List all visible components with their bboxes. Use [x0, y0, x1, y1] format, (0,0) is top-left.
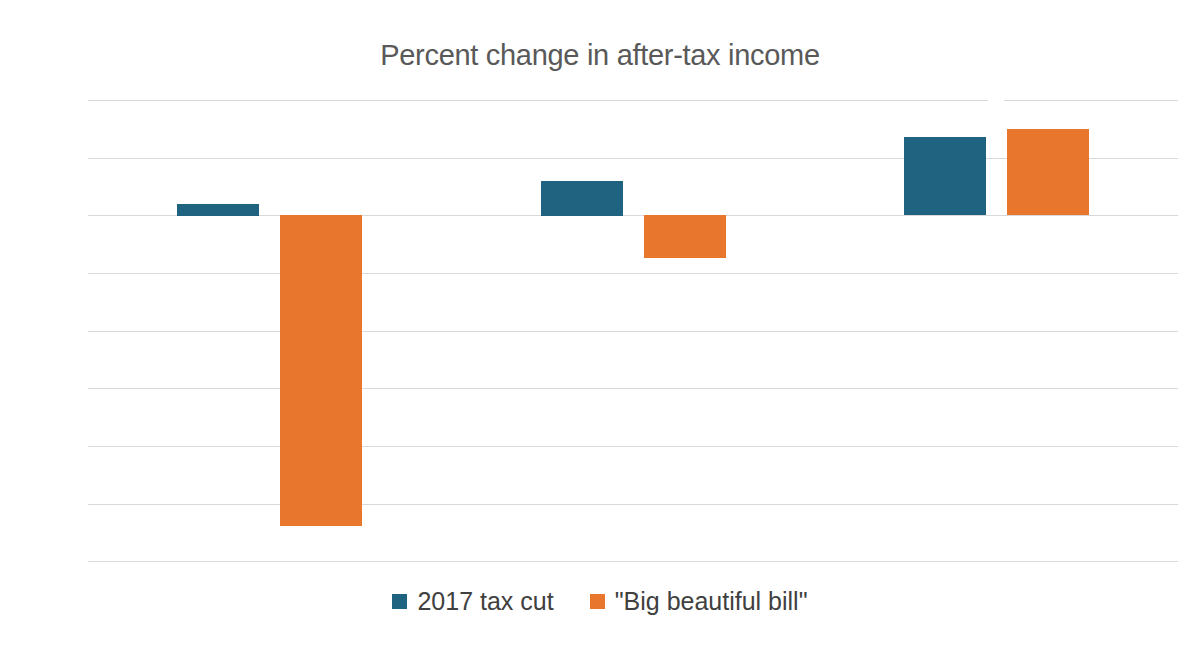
gridline-4: [88, 331, 1178, 332]
bar-big-beautiful-bill-bottom-20-percent: [280, 215, 362, 526]
bar-2017-tax-cut-bottom-20-percent: [177, 204, 259, 216]
legend-item-2017-tax-cut: 2017 tax cut: [392, 585, 553, 617]
y-tick-label-12: [0, 545, 67, 577]
legend: 2017 tax cut "Big beautiful bill": [0, 585, 1200, 617]
y-tick-label-6: [0, 372, 67, 404]
y-tick-label-0: [0, 199, 67, 231]
gridline-4: [88, 100, 1178, 101]
category-label-top-0.1-percent: [988, 84, 1004, 117]
legend-item-big-beautiful-bill: "Big beautiful bill": [590, 585, 808, 617]
y-tick-label-2: [0, 142, 67, 174]
legend-label-2017-tax-cut: 2017 tax cut: [417, 585, 553, 617]
gridline-8: [88, 446, 1178, 447]
bar-chart: Percent change in after-tax income 2017 …: [0, 0, 1200, 665]
gridline-10: [88, 504, 1178, 505]
bar-big-beautiful-bill-top-0.1-percent: [1007, 129, 1089, 215]
category-label-next-20-percent: [625, 122, 641, 155]
legend-label-big-beautiful-bill: "Big beautiful bill": [615, 585, 808, 617]
gridline-6: [88, 388, 1178, 389]
legend-swatch-2017-tax-cut: [392, 594, 407, 609]
y-tick-label-2: [0, 257, 67, 289]
y-tick-label-4: [0, 84, 67, 116]
y-tick-label-4: [0, 315, 67, 347]
legend-swatch-big-beautiful-bill: [590, 594, 605, 609]
bar-big-beautiful-bill-next-20-percent: [644, 215, 726, 258]
gridline-12: [88, 561, 1178, 562]
bar-2017-tax-cut-top-0.1-percent: [904, 137, 986, 215]
category-label-bottom-20-percent: [262, 122, 278, 155]
y-tick-label-8: [0, 430, 67, 462]
y-tick-label-10: [0, 488, 67, 520]
gridline-2: [88, 273, 1178, 274]
chart-title: Percent change in after-tax income: [0, 38, 1200, 72]
bar-2017-tax-cut-next-20-percent: [541, 181, 623, 216]
